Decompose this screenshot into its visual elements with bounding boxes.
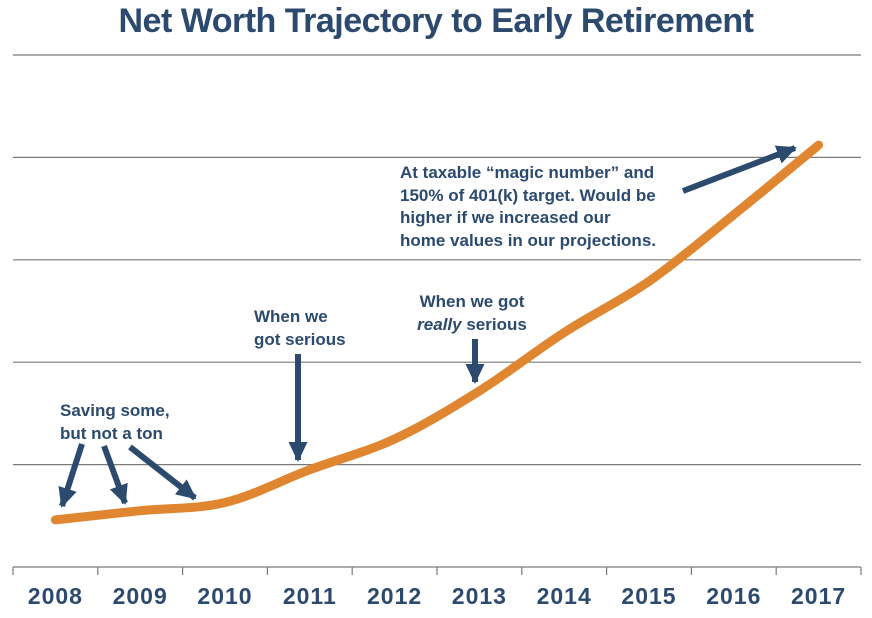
annotation-text: but not a ton xyxy=(60,423,163,443)
annotation-text: serious xyxy=(461,314,527,334)
annotation-got-serious: When we got serious xyxy=(254,306,346,351)
annotation-really-serious: When we got really serious xyxy=(417,291,527,336)
annotation-text: higher if we increased our xyxy=(400,208,611,227)
x-axis-label-2009: 2009 xyxy=(112,583,168,609)
annotation-line: At taxable “magic number” and xyxy=(400,162,656,185)
annotation-arrow xyxy=(58,443,85,508)
annotation-text: Saving some, xyxy=(60,401,170,420)
chart-title: Net Worth Trajectory to Early Retirement xyxy=(118,2,754,40)
x-axis-label-2011: 2011 xyxy=(282,583,337,609)
annotation-line: When we got xyxy=(417,291,527,314)
annotation-text: At taxable “magic number” and xyxy=(400,163,655,182)
annotation-arrow xyxy=(128,444,197,501)
x-axis-label-2015: 2015 xyxy=(621,583,677,609)
annotation-text: 150% of 401(k) target. Would be xyxy=(400,185,656,205)
annotation-line: got serious xyxy=(254,329,346,352)
x-axis-label-2010: 2010 xyxy=(197,583,253,609)
x-axis-label-2014: 2014 xyxy=(536,583,592,609)
annotation-text: home values in our projections. xyxy=(400,230,656,250)
annotation-magic-number: At taxable “magic number” and 150% of 401… xyxy=(400,162,656,252)
annotation-text-italic: really xyxy=(417,314,462,334)
annotation-text: When we xyxy=(254,307,328,326)
x-axis-label-2017: 2017 xyxy=(791,583,847,609)
annotation-line: When we xyxy=(254,306,346,329)
annotation-line: but not a ton xyxy=(60,423,170,446)
annotation-line: really serious xyxy=(417,314,527,337)
x-axis-label-2013: 2013 xyxy=(451,583,507,609)
annotation-line: Saving some, xyxy=(60,400,170,423)
annotation-line: higher if we increased our xyxy=(400,207,656,230)
x-axis-label-2012: 2012 xyxy=(367,583,423,609)
annotation-text: got serious xyxy=(254,329,346,349)
x-axis-label-2008: 2008 xyxy=(27,583,83,609)
annotation-arrows xyxy=(58,145,797,508)
annotation-text: When we got xyxy=(419,292,525,311)
x-axis-ticks xyxy=(12,567,862,575)
annotation-line: home values in our projections. xyxy=(400,230,656,253)
annotation-arrow xyxy=(681,145,797,194)
annotation-saving-some: Saving some, but not a ton xyxy=(60,400,170,445)
x-axis-label-2016: 2016 xyxy=(706,583,762,609)
net-worth-line xyxy=(50,140,824,525)
annotation-line: 150% of 401(k) target. Would be xyxy=(400,185,656,208)
annotation-arrow xyxy=(101,444,128,505)
